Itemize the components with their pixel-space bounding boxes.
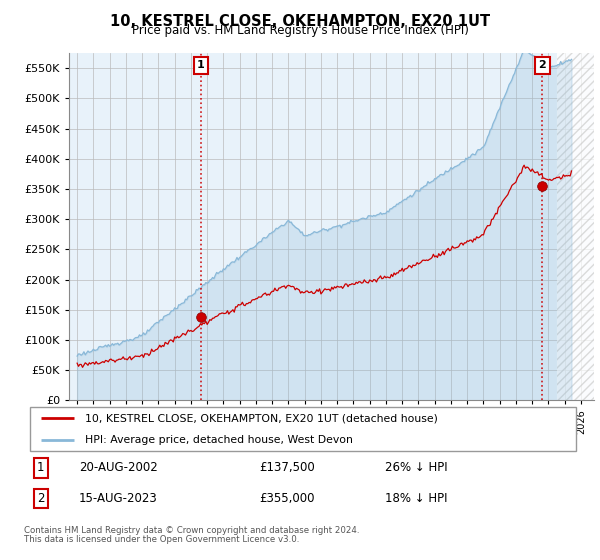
Text: 1: 1 (37, 461, 44, 474)
Text: 10, KESTREL CLOSE, OKEHAMPTON, EX20 1UT (detached house): 10, KESTREL CLOSE, OKEHAMPTON, EX20 1UT … (85, 413, 437, 423)
Text: 1: 1 (197, 60, 205, 71)
Text: 2: 2 (37, 492, 44, 505)
Text: £355,000: £355,000 (259, 492, 315, 505)
Text: HPI: Average price, detached house, West Devon: HPI: Average price, detached house, West… (85, 435, 352, 445)
Text: £137,500: £137,500 (259, 461, 315, 474)
FancyBboxPatch shape (30, 407, 576, 451)
Text: 20-AUG-2002: 20-AUG-2002 (79, 461, 158, 474)
Text: 15-AUG-2023: 15-AUG-2023 (79, 492, 158, 505)
Text: 10, KESTREL CLOSE, OKEHAMPTON, EX20 1UT: 10, KESTREL CLOSE, OKEHAMPTON, EX20 1UT (110, 14, 490, 29)
Bar (557, 53, 597, 400)
Text: This data is licensed under the Open Government Licence v3.0.: This data is licensed under the Open Gov… (24, 535, 299, 544)
Text: 18% ↓ HPI: 18% ↓ HPI (385, 492, 448, 505)
Text: Price paid vs. HM Land Registry's House Price Index (HPI): Price paid vs. HM Land Registry's House … (131, 24, 469, 36)
Text: Contains HM Land Registry data © Crown copyright and database right 2024.: Contains HM Land Registry data © Crown c… (24, 526, 359, 535)
Bar (557, 53, 597, 400)
Text: 26% ↓ HPI: 26% ↓ HPI (385, 461, 448, 474)
Text: 2: 2 (538, 60, 546, 71)
